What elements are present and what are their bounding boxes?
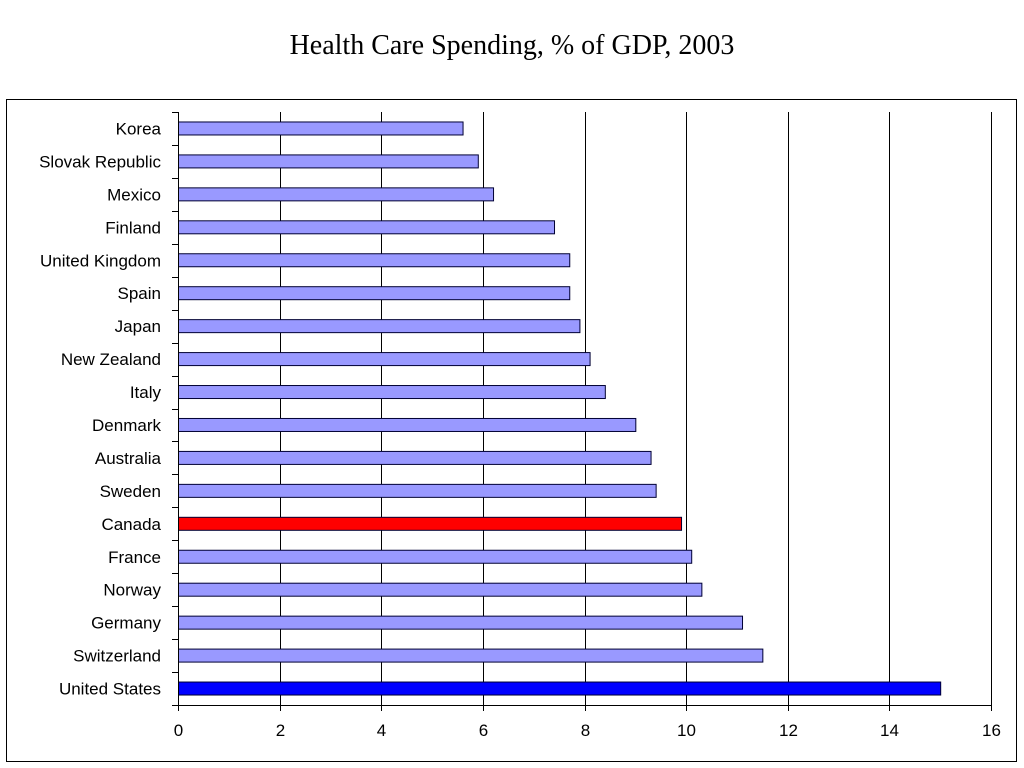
bar-mexico [178,187,495,202]
category-label: New Zealand [61,350,161,369]
bar-denmark [178,417,637,432]
bar-australia [178,450,652,465]
category-label: France [108,548,161,567]
x-tick-label: 0 [174,721,183,740]
chart-title: Health Care Spending, % of GDP, 2003 [289,30,735,61]
category-label: Switzerland [73,647,161,666]
category-label: Sweden [100,482,161,501]
x-tick-label: 12 [779,721,798,740]
x-tick-label: 16 [982,721,1001,740]
x-tick-label: 14 [880,721,899,740]
bar-japan [178,319,581,334]
x-tick-label: 8 [581,721,590,740]
category-label: Korea [116,119,162,138]
bar-new-zealand [178,352,591,367]
category-label: Mexico [107,185,161,204]
bar-finland [178,220,556,235]
bar-united-kingdom [178,253,571,268]
category-label: Denmark [92,416,161,435]
x-tick-label: 2 [276,721,285,740]
category-label: Canada [101,515,161,534]
bar-korea [178,121,464,136]
bar-sweden [178,483,657,498]
bar-slovak-republic [178,154,479,169]
bar-spain [178,286,571,301]
bar-norway [178,582,703,597]
category-label: Japan [115,317,161,336]
category-label: Norway [103,581,161,600]
category-label: Finland [105,218,161,237]
category-label: United States [59,680,161,699]
x-tick-label: 10 [677,721,696,740]
category-label: Australia [95,449,162,468]
category-label: Germany [91,614,161,633]
x-tick-label: 6 [479,721,488,740]
x-tick-label: 4 [377,721,386,740]
category-label: Slovak Republic [39,152,161,171]
category-label: Italy [130,383,162,402]
category-label: United Kingdom [40,251,161,270]
category-label: Spain [118,284,161,303]
bar-germany [178,615,744,630]
bar-united-states [178,681,942,696]
bar-france [178,549,693,564]
chart-frame [6,99,1017,762]
bar-switzerland [178,648,764,663]
bar-canada [178,516,683,531]
bar-italy [178,385,606,400]
